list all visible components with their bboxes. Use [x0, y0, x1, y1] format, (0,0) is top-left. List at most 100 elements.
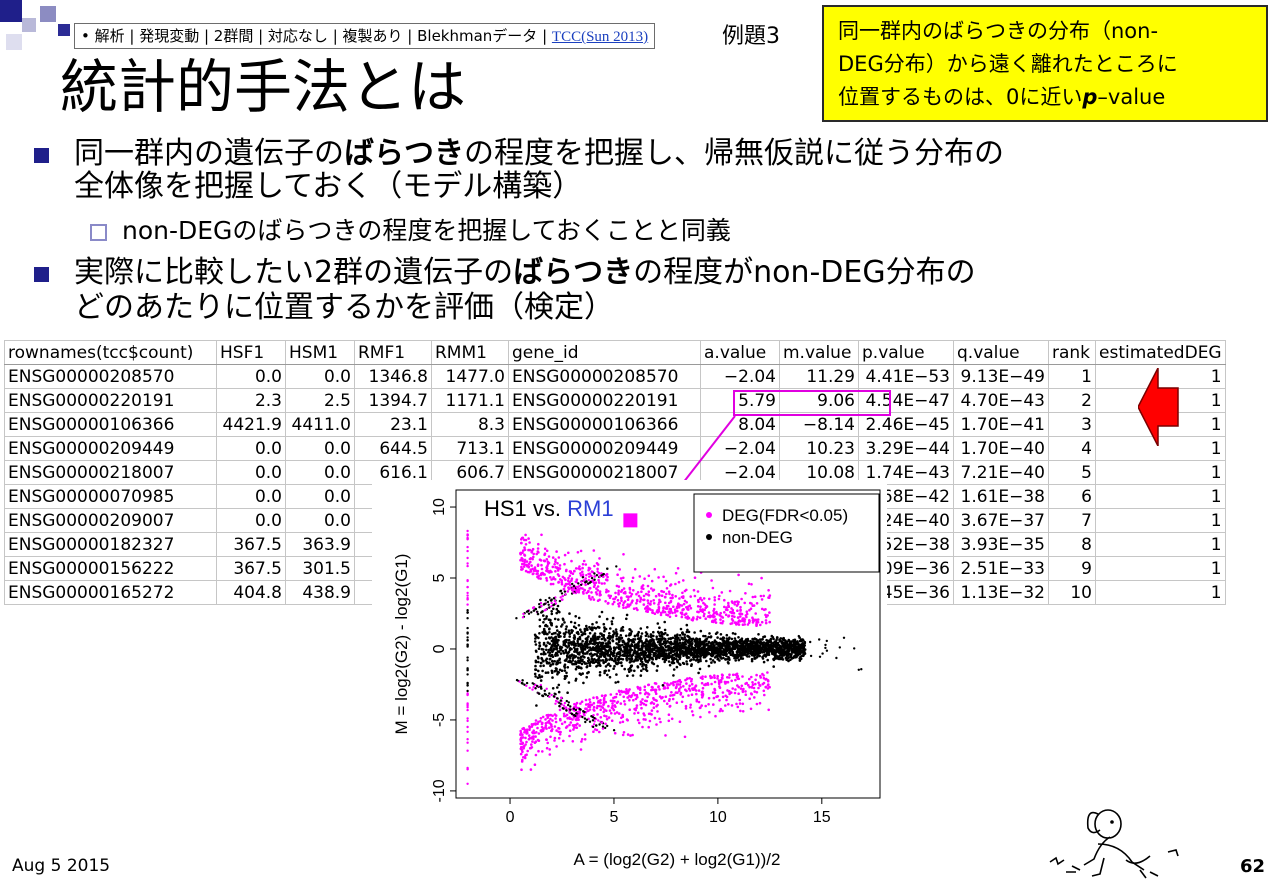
scatter-point [567, 588, 571, 591]
scatter-point [603, 694, 607, 698]
scatter-point [590, 655, 593, 658]
scatter-point [692, 655, 695, 659]
scatter-point [720, 591, 724, 594]
scatter-point [697, 689, 701, 692]
scatter-point [466, 533, 469, 536]
scatter-point [710, 676, 714, 679]
scatter-point [543, 632, 546, 636]
scatter-point [527, 565, 530, 568]
highlighted-gene-marker [623, 513, 638, 528]
scatter-point [594, 581, 598, 584]
scatter-point [703, 612, 706, 616]
scatter-point [736, 616, 740, 619]
scatter-point [583, 710, 586, 714]
scatter-point [600, 694, 604, 697]
scatter-point [708, 648, 712, 652]
scatter-point [657, 603, 660, 606]
scatter-point [623, 703, 627, 706]
scatter-point [551, 659, 554, 663]
table-cell: 1346.8 [354, 364, 432, 389]
scatter-point [780, 647, 783, 650]
scatter-point [595, 621, 598, 624]
scatter-point [628, 648, 632, 652]
scatter-point [532, 552, 535, 556]
scatter-point [652, 706, 656, 709]
scatter-point [688, 636, 691, 640]
scatter-point [674, 595, 677, 598]
scatter-point [653, 567, 657, 571]
scatter-point [590, 574, 593, 578]
scatter-point [636, 591, 640, 594]
scatter-point [715, 612, 719, 616]
scatter-point [675, 665, 679, 669]
scatter-point [630, 664, 634, 667]
scatter-point [760, 598, 764, 601]
scatter-point [733, 615, 736, 619]
scatter-point [551, 649, 555, 652]
scatter-point [666, 633, 669, 637]
scatter-point [550, 578, 553, 581]
scatter-point [628, 688, 631, 691]
scatter-point [684, 704, 688, 708]
scatter-point [587, 594, 591, 598]
scatter-point [554, 631, 557, 635]
scatter-point [608, 709, 612, 712]
scatter-point [713, 639, 717, 642]
scatter-point [685, 588, 688, 592]
scatter-point [678, 654, 682, 657]
scatter-point [657, 631, 661, 635]
table-cell: −2.04 [700, 364, 780, 389]
scatter-point [745, 615, 748, 619]
table-cell: 7.21E−40 [953, 460, 1049, 485]
scatter-point [771, 642, 775, 645]
scatter-point [622, 695, 625, 699]
scatter-point [543, 689, 546, 692]
scatter-point [544, 693, 548, 696]
scatter-point [683, 613, 686, 616]
scatter-point [608, 637, 611, 641]
scatter-point [706, 683, 710, 686]
scatter-point [763, 693, 766, 697]
scatter-point [650, 709, 654, 712]
scatter-point [622, 553, 625, 556]
table-cell: 9 [1048, 556, 1096, 581]
scatter-point [745, 681, 748, 685]
scatter-point [536, 575, 539, 579]
scatter-point [612, 708, 616, 712]
scatter-point [574, 567, 578, 570]
scatter-point [714, 714, 717, 718]
scatter-point [576, 641, 579, 645]
scatter-point [525, 740, 528, 744]
scatter-point [568, 570, 572, 573]
scatter-point [539, 679, 543, 682]
scatter-point [663, 620, 666, 624]
scatter-point [583, 738, 587, 741]
scatter-point [705, 642, 708, 646]
scatter-point [578, 711, 581, 714]
header-cell: RMM1 [431, 340, 509, 365]
scatter-point [537, 542, 540, 546]
scatter-point [559, 702, 562, 705]
scatter-point [860, 668, 863, 671]
scatter-point [627, 668, 630, 671]
scatter-point [519, 729, 522, 733]
scatter-point [635, 706, 638, 710]
scatter-point [608, 675, 612, 679]
scatter-point [633, 707, 636, 711]
scatter-point [595, 706, 599, 710]
scatter-point [712, 612, 716, 615]
scatter-point [630, 592, 634, 596]
scatter-point [662, 575, 665, 579]
breadcrumb-link[interactable]: TCC(Sun 2013) [551, 29, 649, 45]
scatter-point [533, 672, 537, 676]
scatter-point [466, 749, 469, 752]
scatter-point [700, 681, 704, 685]
scatter-point [716, 657, 720, 660]
scatter-point [605, 657, 608, 661]
scatter-point [525, 681, 529, 685]
scatter-point [581, 715, 584, 719]
scatter-point [685, 630, 689, 634]
scatter-point [619, 657, 623, 661]
scatter-point [724, 613, 728, 617]
scatter-point [711, 659, 715, 662]
